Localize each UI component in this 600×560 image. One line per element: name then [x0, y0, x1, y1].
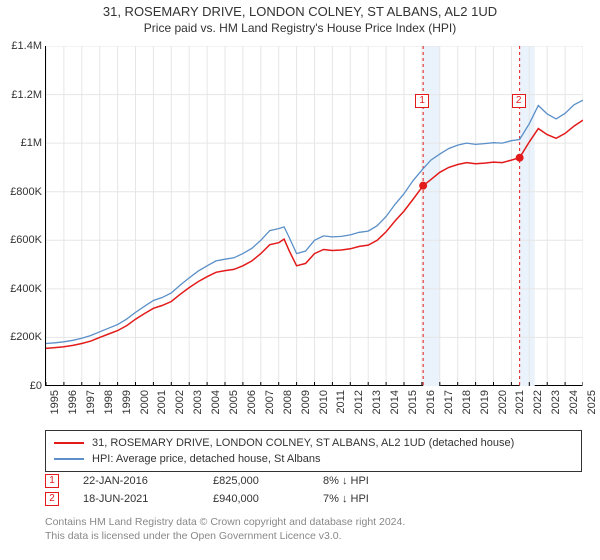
- x-axis-label: 2010: [318, 390, 330, 418]
- y-axis-label: £0: [0, 380, 42, 392]
- annotation-pct: 8% ↓ HPI: [323, 475, 443, 487]
- x-axis-label: 2007: [264, 390, 276, 418]
- x-axis-label: 1996: [67, 390, 79, 418]
- x-axis-label: 2000: [139, 390, 151, 418]
- annotation-number: 2: [45, 492, 59, 506]
- x-axis-label: 2023: [550, 390, 562, 418]
- annotation-price: £940,000: [213, 493, 323, 505]
- footer-line2: This data is licensed under the Open Gov…: [45, 530, 582, 544]
- sale-marker-label: 2: [512, 94, 526, 108]
- y-axis-label: £1.4M: [0, 40, 42, 52]
- annotation-row: 1 22-JAN-2016£825,0008% ↓ HPI: [45, 472, 582, 490]
- legend-label: 31, ROSEMARY DRIVE, LONDON COLNEY, ST AL…: [92, 437, 514, 449]
- x-axis-label: 2002: [174, 390, 186, 418]
- x-axis-label: 2021: [514, 390, 526, 418]
- chart-container: 31, ROSEMARY DRIVE, LONDON COLNEY, ST AL…: [0, 0, 600, 560]
- sale-marker-label: 1: [415, 94, 429, 108]
- x-axis-label: 2015: [407, 390, 419, 418]
- annotation-number: 1: [45, 474, 59, 488]
- footer-line1: Contains HM Land Registry data © Crown c…: [45, 516, 582, 530]
- legend-item: HPI: Average price, detached house, St A…: [54, 451, 573, 467]
- chart-title-line2: Price paid vs. HM Land Registry's House …: [0, 21, 600, 37]
- legend-item: 31, ROSEMARY DRIVE, LONDON COLNEY, ST AL…: [54, 435, 573, 451]
- x-axis-label: 2003: [192, 390, 204, 418]
- y-axis-label: £1.2M: [0, 89, 42, 101]
- x-axis-label: 2025: [586, 390, 598, 418]
- x-axis-label: 2024: [568, 390, 580, 418]
- plot-svg: [46, 46, 583, 386]
- x-axis-label: 2013: [371, 390, 383, 418]
- legend: 31, ROSEMARY DRIVE, LONDON COLNEY, ST AL…: [45, 430, 582, 472]
- x-axis-label: 2022: [532, 390, 544, 418]
- x-axis-label: 2011: [335, 390, 347, 418]
- x-axis-label: 2014: [389, 390, 401, 418]
- y-axis-label: £400K: [0, 283, 42, 295]
- y-axis-label: £800K: [0, 186, 42, 198]
- x-axis-label: 2006: [246, 390, 258, 418]
- chart-title-line1: 31, ROSEMARY DRIVE, LONDON COLNEY, ST AL…: [0, 0, 600, 21]
- x-axis-label: 2005: [228, 390, 240, 418]
- x-axis-label: 2004: [210, 390, 222, 418]
- x-axis-label: 2017: [443, 390, 455, 418]
- sale-annotations: 1 22-JAN-2016£825,0008% ↓ HPI 2 18-JUN-2021…: [45, 472, 582, 508]
- annotation-row: 2 18-JUN-2021£940,0007% ↓ HPI: [45, 490, 582, 508]
- y-axis-label: £600K: [0, 234, 42, 246]
- x-axis-label: 2016: [425, 390, 437, 418]
- legend-label: HPI: Average price, detached house, St A…: [92, 453, 321, 465]
- x-axis-label: 1998: [103, 390, 115, 418]
- x-axis-label: 2019: [479, 390, 491, 418]
- footer-attribution: Contains HM Land Registry data © Crown c…: [45, 516, 582, 543]
- legend-swatch: [54, 442, 84, 444]
- annotation-date: 22-JAN-2016: [83, 475, 213, 487]
- x-axis-label: 2009: [300, 390, 312, 418]
- x-axis-label: 1995: [49, 390, 61, 418]
- y-axis-label: £200K: [0, 331, 42, 343]
- x-axis-label: 1997: [85, 390, 97, 418]
- x-axis-label: 2008: [282, 390, 294, 418]
- x-axis-label: 1999: [121, 390, 133, 418]
- annotation-date: 18-JUN-2021: [83, 493, 213, 505]
- x-axis-label: 2001: [156, 390, 168, 418]
- x-axis-label: 2018: [461, 390, 473, 418]
- y-axis-label: £1M: [0, 137, 42, 149]
- x-axis-label: 2012: [353, 390, 365, 418]
- legend-swatch: [54, 458, 84, 460]
- plot-area: [45, 46, 582, 386]
- x-axis-label: 2020: [497, 390, 509, 418]
- annotation-pct: 7% ↓ HPI: [323, 493, 443, 505]
- annotation-price: £825,000: [213, 475, 323, 487]
